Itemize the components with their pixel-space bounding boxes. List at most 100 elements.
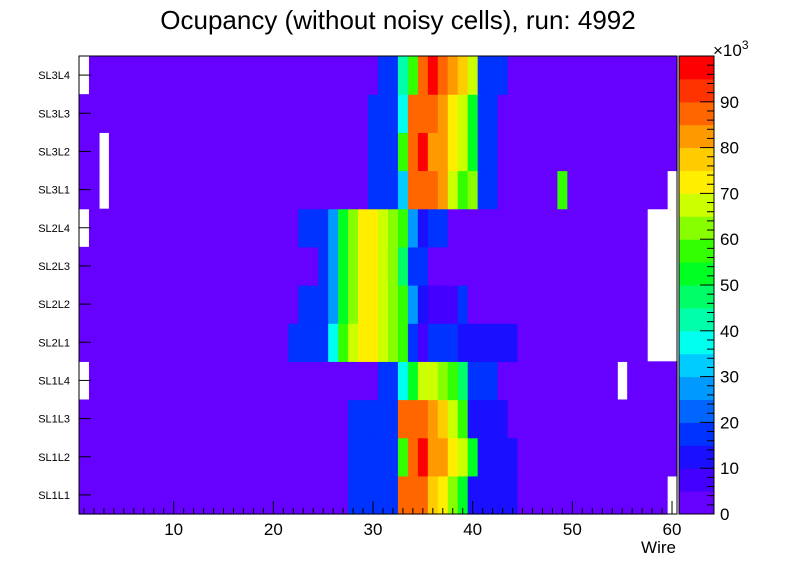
heatmap-cell-sl1l3-w6 — [128, 399, 140, 439]
heatmap-cell-sl1l4-w28 — [348, 361, 359, 401]
heatmap-cell-sl1l2-w25 — [318, 437, 329, 477]
heatmap-cell-sl1l1-w45 — [517, 475, 529, 515]
heatmap-cell-sl1l2-w59 — [657, 437, 668, 477]
colorbar-tick-label-90: 90 — [720, 93, 739, 112]
heatmap-cell-sl3l1-w26 — [328, 170, 339, 210]
heatmap-cell-sl2l2-w27 — [338, 285, 349, 324]
heatmap-cell-sl2l4-w37 — [437, 208, 449, 248]
heatmap-cell-sl3l1-w25 — [318, 170, 329, 210]
colorbar-tick-label-80: 80 — [720, 139, 739, 158]
y-tick-label-sl2l2: SL2L2 — [38, 299, 70, 311]
heatmap-cell-sl3l4-w31 — [378, 56, 389, 95]
heatmap-cell-sl3l2-w19 — [258, 132, 269, 172]
heatmap-cell-sl1l4-w54 — [607, 361, 618, 401]
heatmap-cell-sl1l1-w8 — [148, 475, 160, 515]
heatmap-cell-sl2l1-w5 — [118, 323, 130, 362]
heatmap-cell-sl3l3-w35 — [417, 94, 429, 133]
heatmap-cell-sl1l2-w30 — [368, 437, 379, 477]
heatmap-cell-sl2l1-w51 — [577, 323, 588, 362]
heatmap-cell-sl2l1-w27 — [338, 323, 349, 362]
colorbar-segment-12 — [679, 216, 714, 240]
x-tick-label-40: 40 — [463, 520, 482, 539]
heatmap-cell-sl2l2-w54 — [607, 285, 618, 324]
heatmap-cell-sl3l1-w22 — [288, 170, 299, 210]
heatmap-cell-sl1l1-w27 — [338, 475, 349, 515]
heatmap-cell-sl1l1-w56 — [627, 475, 638, 515]
heatmap-cell-sl3l2-w7 — [138, 132, 150, 172]
heatmap-cell-sl3l2-w49 — [557, 132, 568, 172]
heatmap-cell-sl3l4-w47 — [537, 56, 549, 95]
heatmap-cell-sl3l4-w54 — [607, 56, 618, 95]
heatmap-cell-sl2l4-w41 — [477, 208, 489, 248]
heatmap-cell-sl2l3-w24 — [308, 246, 319, 286]
heatmap-cell-sl3l1-w49 — [557, 170, 568, 210]
heatmap-cell-sl1l4-w56 — [627, 361, 638, 401]
heatmap-cell-sl1l4-w14 — [208, 361, 220, 401]
heatmap-cell-sl3l4-w21 — [278, 56, 289, 95]
heatmap-cell-sl3l4-w38 — [447, 56, 459, 95]
heatmap-cell-sl1l4-w13 — [198, 361, 210, 401]
heatmap-cell-sl1l3-w44 — [507, 399, 519, 439]
heatmap-cell-sl2l3-w56 — [627, 246, 638, 286]
heatmap-cell-sl2l3-w10 — [168, 246, 180, 286]
heatmap-cell-sl1l2-w47 — [537, 437, 549, 477]
heatmap-cell-sl1l4-w5 — [118, 361, 130, 401]
heatmap-cell-sl1l3-w52 — [587, 399, 598, 439]
heatmap-cell-sl3l3-w37 — [437, 94, 449, 133]
heatmap-cell-sl3l4-w50 — [567, 56, 578, 95]
heatmap-cell-sl3l4-w44 — [507, 56, 519, 95]
heatmap-cell-sl2l4-w36 — [427, 208, 439, 248]
x-tick-label-20: 20 — [264, 520, 283, 539]
heatmap-cell-sl3l3-w42 — [487, 94, 499, 133]
heatmap-cell-sl1l2-w54 — [607, 437, 618, 477]
heatmap-cell-sl2l3-w2 — [88, 246, 100, 286]
heatmap-cell-sl3l4-w33 — [397, 56, 409, 95]
heatmap-cell-sl1l1-w43 — [497, 475, 509, 515]
heatmap-cell-sl2l1-w30 — [368, 323, 379, 362]
heatmap-cell-sl1l2-w53 — [597, 437, 608, 477]
heatmap-cell-sl2l2-w44 — [507, 285, 519, 324]
heatmap-cell-sl3l4-w20 — [268, 56, 279, 95]
heatmap-cell-sl1l2-w46 — [527, 437, 539, 477]
heatmap-cell-sl1l3-w28 — [348, 399, 359, 439]
heatmap-cell-sl3l3-w3 — [98, 94, 110, 133]
heatmap-cell-sl1l2-w31 — [378, 437, 389, 477]
heatmap-cell-sl3l3-w31 — [378, 94, 389, 133]
heatmap-cell-sl3l3-w34 — [407, 94, 419, 133]
heatmap-cell-sl2l1-w31 — [378, 323, 389, 362]
heatmap-cell-sl1l1-w36 — [427, 475, 439, 515]
heatmap-cell-sl1l1-w15 — [218, 475, 230, 515]
heatmap-cell-sl3l2-w30 — [368, 132, 379, 172]
heatmap-cell-sl1l3-w12 — [188, 399, 200, 439]
heatmap-cell-sl1l2-w58 — [647, 437, 658, 477]
heatmap-cell-sl2l4-w9 — [158, 208, 170, 248]
heatmap-cell-sl1l1-w3 — [98, 475, 110, 515]
heatmap-cell-sl2l2-w34 — [407, 285, 419, 324]
heatmap-cell-sl1l3-w36 — [427, 399, 439, 439]
heatmap-cell-sl3l3-w56 — [627, 94, 638, 133]
heatmap-cell-sl2l1-w28 — [348, 323, 359, 362]
heatmap-cell-sl3l1-w59 — [657, 170, 668, 210]
heatmap-cell-sl1l1-w26 — [328, 475, 339, 515]
heatmap-cell-sl1l1-w17 — [238, 475, 250, 515]
heatmap-cell-sl1l4-w2 — [88, 361, 100, 401]
heatmap-cell-sl3l4-w27 — [338, 56, 349, 95]
heatmap-cell-sl1l3-w4 — [108, 399, 120, 439]
heatmap-cell-sl2l4-w44 — [507, 208, 519, 248]
heatmap-cell-sl1l1-w34 — [407, 475, 419, 515]
heatmap-cell-sl1l4-w35 — [417, 361, 429, 401]
heatmap-cell-sl2l1-w52 — [587, 323, 598, 362]
heatmap-cell-sl2l2-w36 — [427, 285, 439, 324]
heatmap-cell-sl2l1-w46 — [527, 323, 539, 362]
heatmap-cell-sl1l4-w3 — [98, 361, 110, 401]
heatmap-cell-sl2l4-w27 — [338, 208, 349, 248]
heatmap-cell-sl2l2-w25 — [318, 285, 329, 324]
heatmap-cell-sl1l3-w32 — [387, 399, 399, 439]
heatmap-cell-sl1l1-w19 — [258, 475, 269, 515]
heatmap-cell-sl1l3-w17 — [238, 399, 250, 439]
heatmap-cell-sl2l4-w16 — [228, 208, 240, 248]
heatmap-cell-sl2l4-w10 — [168, 208, 180, 248]
heatmap-cell-sl1l3-w53 — [597, 399, 608, 439]
heatmap-cell-sl2l3-w41 — [477, 246, 489, 286]
x-tick-label-10: 10 — [164, 520, 183, 539]
